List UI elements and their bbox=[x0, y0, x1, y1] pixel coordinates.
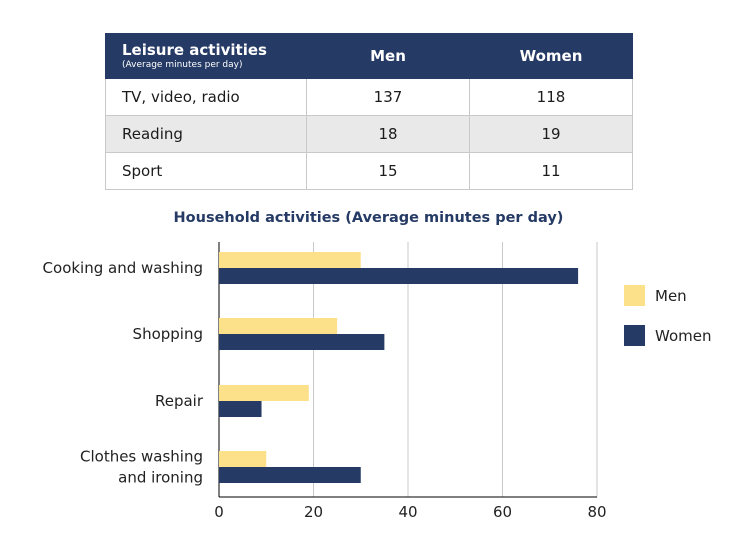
header-men: Men bbox=[306, 33, 470, 79]
bar-men bbox=[219, 385, 309, 401]
bar-men bbox=[219, 318, 338, 334]
chart-title: Household activities (Average minutes pe… bbox=[173, 210, 564, 226]
leisure-table: Leisure activities (Average minutes per … bbox=[105, 33, 633, 190]
header-title: Leisure activities bbox=[122, 40, 267, 59]
bar-men bbox=[219, 252, 361, 268]
table-header-row: Leisure activities (Average minutes per … bbox=[105, 33, 633, 79]
bar-women bbox=[219, 334, 385, 350]
header-activity: Leisure activities (Average minutes per … bbox=[105, 33, 307, 79]
row-women-value: 118 bbox=[469, 78, 633, 116]
table-row: TV, video, radio 137 118 bbox=[105, 78, 633, 116]
x-tick-label: 20 bbox=[304, 503, 323, 521]
category-label: Shopping bbox=[133, 325, 203, 343]
x-tick-label: 80 bbox=[587, 503, 606, 521]
x-tick-label: 0 bbox=[214, 503, 224, 521]
row-men-value: 137 bbox=[306, 78, 470, 116]
legend-label: Men bbox=[655, 287, 687, 305]
row-label: TV, video, radio bbox=[105, 78, 307, 116]
legend-swatch bbox=[624, 325, 645, 346]
row-women-value: 19 bbox=[469, 115, 633, 153]
bar-women bbox=[219, 467, 361, 483]
legend-swatch bbox=[624, 285, 645, 306]
category-label: and ironing bbox=[118, 469, 203, 487]
row-women-value: 11 bbox=[469, 152, 633, 190]
row-label: Sport bbox=[105, 152, 307, 190]
category-label: Repair bbox=[155, 392, 204, 410]
bar-women bbox=[219, 268, 579, 284]
bar-women bbox=[219, 401, 262, 417]
x-tick-label: 40 bbox=[398, 503, 417, 521]
legend-label: Women bbox=[655, 327, 711, 345]
x-tick-label: 60 bbox=[493, 503, 512, 521]
category-label: Cooking and washing bbox=[43, 259, 203, 277]
header-subtitle: (Average minutes per day) bbox=[122, 59, 243, 70]
header-women: Women bbox=[469, 33, 633, 79]
table-row: Reading 18 19 bbox=[105, 115, 633, 153]
row-men-value: 18 bbox=[306, 115, 470, 153]
row-label: Reading bbox=[105, 115, 307, 153]
table-row: Sport 15 11 bbox=[105, 152, 633, 190]
row-men-value: 15 bbox=[306, 152, 470, 190]
bar-men bbox=[219, 451, 267, 467]
category-label: Clothes washing bbox=[80, 448, 203, 466]
